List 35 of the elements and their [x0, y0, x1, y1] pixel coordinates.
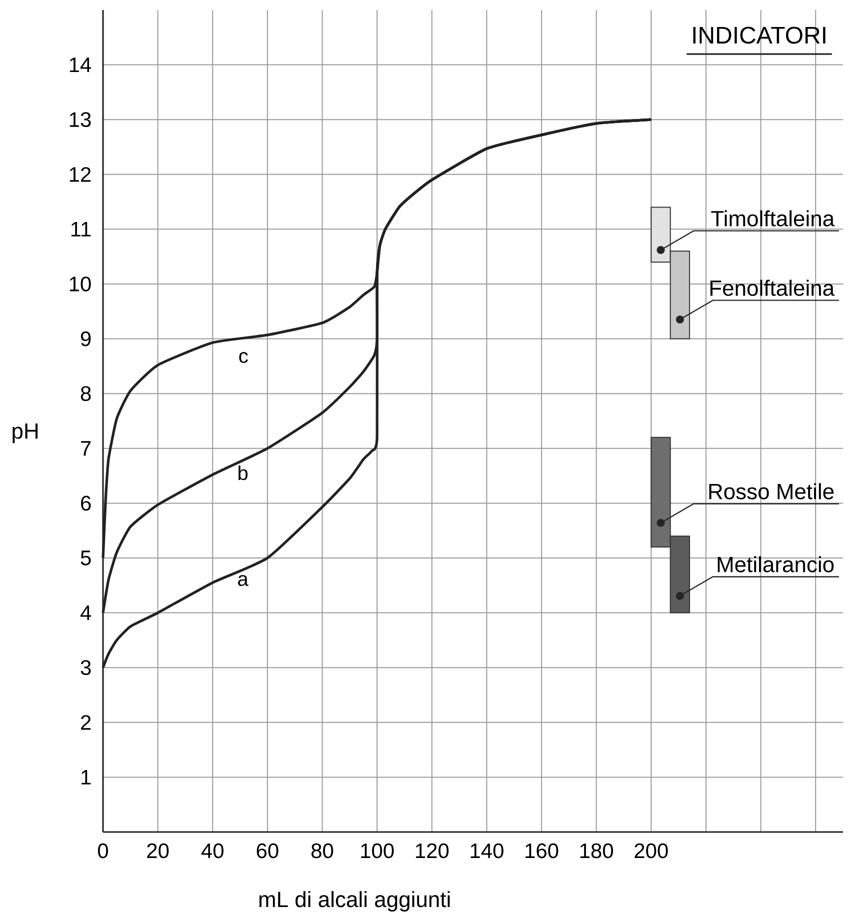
- x-tick-label: 160: [526, 843, 558, 858]
- x-tick-label: 120: [416, 843, 449, 858]
- y-tick-label: 10: [70, 276, 91, 292]
- y-tick-label: 4: [80, 606, 92, 620]
- y-tick-label: 3: [80, 660, 91, 676]
- y-tick-label: 11: [71, 222, 91, 236]
- x-tick-label: 40: [201, 843, 224, 858]
- series-label: Rosso Metile: [709, 483, 834, 500]
- y-tick-label: 9: [80, 331, 91, 346]
- series-label: Timolftaleina: [711, 210, 835, 226]
- y-tick-label: 6: [81, 496, 91, 511]
- x-tick-label: 80: [311, 843, 334, 858]
- annotation: INDICATORI: [693, 26, 826, 44]
- x-tick-label: 0: [98, 843, 108, 858]
- series-label: Fenolftaleina: [710, 280, 835, 296]
- y-tick-label: 7: [81, 441, 91, 456]
- y-tick-label: 12: [70, 167, 91, 182]
- y-tick-label: 14: [70, 58, 92, 72]
- x-tick-label: 20: [147, 843, 169, 858]
- x-axis-title: mL di alcali aggiunti: [259, 891, 450, 912]
- x-tick-label: 60: [256, 843, 278, 858]
- y-tick-label: 8: [80, 386, 91, 402]
- x-tick-label: 200: [634, 843, 668, 858]
- series-label: b: [238, 465, 248, 480]
- series-label: Metilarancio: [718, 556, 834, 572]
- y-tick-label: 2: [81, 715, 91, 730]
- y-tick-label: 13: [70, 112, 91, 128]
- y-tick-label: 5: [80, 550, 91, 566]
- y-tick-label: 1: [82, 770, 91, 784]
- x-tick-label: 140: [470, 843, 504, 858]
- x-tick-label: 180: [580, 843, 614, 858]
- y-axis-title: pH: [12, 423, 38, 444]
- x-tick-label: 100: [361, 843, 394, 858]
- series-label: c: [239, 352, 248, 363]
- series-label: a: [238, 575, 248, 586]
